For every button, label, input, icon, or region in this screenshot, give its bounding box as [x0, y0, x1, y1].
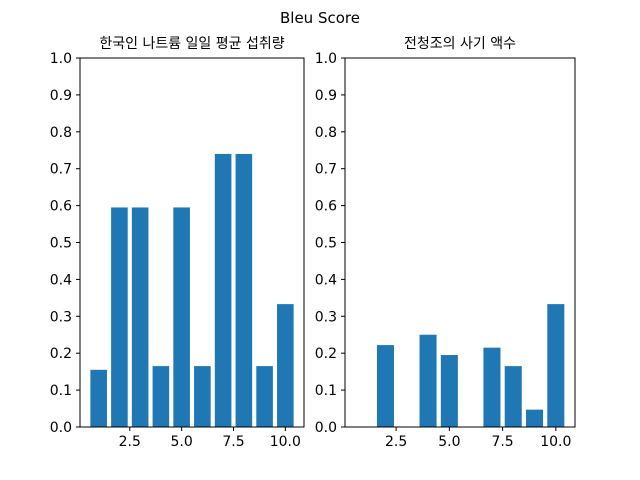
bar-5	[440, 355, 458, 427]
y-tick-label: 0.8	[315, 125, 337, 141]
y-tick-label: 0.2	[315, 346, 337, 362]
subplot-1: 한국인 나트륨 일일 평균 섭취량 0.0 0.1 0.2 0.3 0.4 0.5 0.6 0.…	[50, 36, 305, 450]
x-tick-label: 10.0	[270, 434, 301, 450]
y-tick-label: 1.0	[315, 51, 337, 67]
y-tick-label: 0.3	[315, 309, 337, 325]
y-tick-label: 0.6	[50, 199, 72, 215]
bar-4	[419, 334, 437, 427]
bar-10	[277, 304, 294, 427]
y-tick-label: 0.1	[50, 383, 72, 399]
x-tick-label: 10.0	[540, 434, 571, 450]
axes-frame	[344, 57, 576, 428]
bar-9	[526, 409, 544, 427]
bar-2	[111, 207, 128, 427]
bar-8	[235, 153, 253, 427]
y-tick-label: 0.4	[315, 272, 337, 288]
bar-2	[376, 345, 394, 427]
x-tick-label: 7.5	[491, 434, 513, 450]
x-tick-label: 5.0	[170, 434, 192, 450]
y-tick-label: 0.3	[50, 309, 72, 325]
bar-4	[152, 366, 170, 427]
bar-7	[214, 153, 232, 427]
y-tick-label: 0.5	[50, 236, 72, 252]
bar-3	[131, 207, 149, 427]
bar-8	[504, 366, 522, 427]
y-tick-label: 0.0	[50, 420, 72, 436]
subplot-title: 한국인 나트륨 일일 평균 섭취량	[99, 36, 284, 52]
bar-6	[194, 366, 211, 427]
bar-7	[483, 347, 501, 427]
y-tick-label: 1.0	[50, 51, 72, 67]
x-tick-label: 2.5	[119, 434, 141, 450]
subplot-title: 전청조의 사기 액수	[404, 36, 516, 52]
y-tick-label: 0.2	[50, 346, 72, 362]
y-tick-label: 0.7	[315, 162, 337, 178]
bar-9	[256, 366, 273, 427]
y-tick-label: 0.9	[50, 88, 72, 104]
y-tick-label: 0.9	[315, 88, 337, 104]
y-tick-label: 0.8	[50, 125, 72, 141]
bar-5	[173, 207, 190, 427]
x-tick-label: 7.5	[222, 434, 244, 450]
y-tick-label: 0.4	[50, 272, 72, 288]
subplots: 한국인 나트륨 일일 평균 섭취량 0.0 0.1 0.2 0.3 0.4 0.5 0.6 0.…	[50, 36, 576, 450]
x-tick-label: 2.5	[385, 434, 407, 450]
figure-suptitle: Bleu Score	[280, 9, 360, 27]
y-tick-label: 0.5	[315, 236, 337, 252]
y-tick-label: 0.7	[50, 162, 72, 178]
axes-frame	[79, 57, 305, 428]
x-tick-label: 5.0	[438, 434, 460, 450]
y-tick-label: 0.1	[315, 383, 337, 399]
bar-1	[90, 369, 107, 427]
bar-10	[547, 304, 565, 427]
subplot-2: 전청조의 사기 액수 0.0 0.1 0.2 0.3 0.4 0.5 0.6 0.7 0.8 0.9…	[315, 36, 576, 450]
y-tick-label: 0.6	[315, 199, 337, 215]
y-tick-label: 0.0	[315, 420, 337, 436]
